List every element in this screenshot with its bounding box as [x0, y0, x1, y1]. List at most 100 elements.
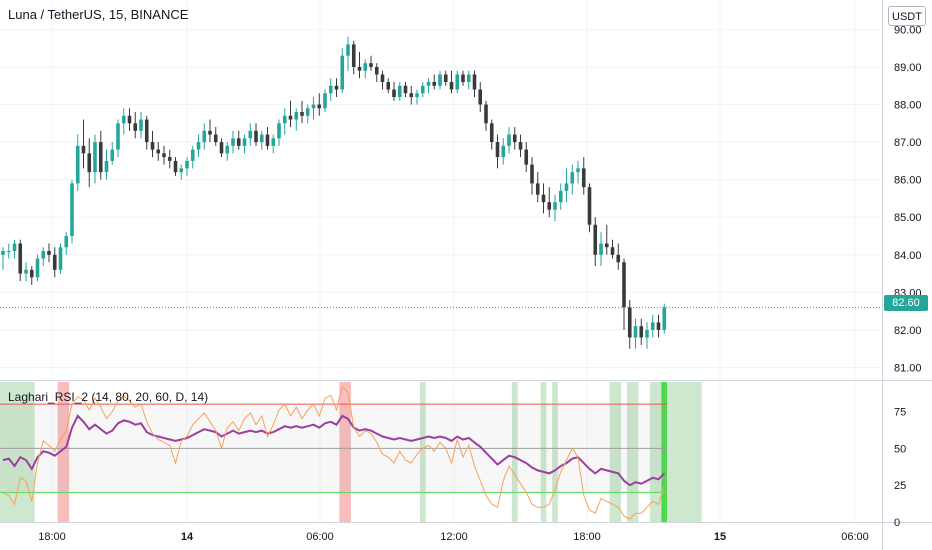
candle-body	[570, 172, 575, 184]
candle-body	[139, 119, 143, 131]
candle-body	[236, 138, 241, 146]
candle-body	[162, 153, 166, 158]
candle	[455, 70, 460, 94]
candle	[501, 138, 506, 165]
candle	[547, 187, 552, 218]
zone-layer	[0, 382, 702, 522]
candle	[323, 89, 327, 113]
candle-body	[64, 236, 69, 248]
candle-body	[438, 74, 442, 86]
candle	[190, 145, 195, 169]
candle-body	[650, 322, 655, 330]
candle-body	[593, 224, 598, 255]
candle	[225, 142, 230, 161]
candle	[196, 134, 201, 158]
candle	[311, 97, 316, 120]
candle	[587, 183, 592, 233]
candle-body	[455, 74, 460, 90]
candle-body	[127, 115, 132, 124]
candle-body	[259, 134, 264, 143]
indicator-zone	[667, 382, 702, 522]
candle-body	[265, 134, 270, 146]
candle-body	[380, 74, 385, 82]
candle-body	[110, 149, 115, 161]
candle-body	[294, 112, 299, 120]
candle	[236, 130, 241, 150]
indicator-zone	[626, 382, 639, 522]
candle	[426, 78, 431, 94]
candle-body	[397, 85, 402, 98]
indicator-zone	[57, 382, 70, 522]
candle	[599, 232, 603, 267]
candle	[104, 149, 109, 180]
candle-body	[518, 142, 523, 150]
candle-body	[409, 93, 414, 98]
candle-body	[633, 326, 638, 338]
price-tick-label: 81.00	[894, 362, 922, 374]
candle-body	[535, 183, 540, 195]
candle-body	[610, 247, 615, 255]
candle	[12, 239, 17, 259]
last-price-badge: 82.60	[884, 295, 928, 311]
candle-body	[472, 74, 477, 90]
time-tick-label: 18:00	[38, 531, 66, 543]
candle	[242, 134, 247, 154]
candle	[282, 108, 287, 135]
candle-body	[98, 142, 103, 173]
candle-body	[363, 63, 368, 71]
grid-layer	[0, 0, 882, 522]
candle	[70, 179, 74, 244]
candle-body	[403, 85, 408, 94]
candle	[167, 149, 172, 169]
candle	[277, 119, 281, 146]
candle	[438, 70, 442, 90]
candle	[472, 70, 477, 98]
price-tick-label: 85.00	[894, 212, 922, 224]
candle-body	[52, 254, 57, 270]
indicator-zone	[0, 382, 35, 522]
candle-body	[524, 149, 529, 165]
candle	[144, 115, 149, 150]
candle-body	[323, 93, 327, 109]
candle	[317, 93, 322, 116]
candle	[121, 108, 126, 135]
candle-body	[501, 145, 506, 158]
candle	[662, 303, 667, 334]
candle	[52, 247, 57, 278]
candle	[87, 138, 92, 188]
candle	[564, 168, 569, 203]
indicator-tick-label: 75	[894, 406, 906, 418]
indicator-zone	[661, 382, 668, 522]
currency-button[interactable]: USDT	[888, 6, 926, 26]
indicator-zone	[609, 382, 622, 522]
candle	[294, 108, 299, 131]
candle	[1, 247, 5, 270]
candle	[271, 134, 276, 154]
candle	[576, 160, 580, 184]
candle	[553, 194, 557, 221]
price-tick-label: 88.00	[894, 100, 922, 112]
candle	[213, 127, 218, 146]
indicator-zone	[649, 382, 662, 522]
candle-body	[392, 89, 396, 98]
candle	[340, 48, 345, 94]
stoch-line	[2, 385, 665, 520]
candle-body	[328, 85, 333, 94]
candle-body	[144, 119, 149, 143]
candle-body	[75, 145, 80, 184]
candle-body	[639, 326, 644, 338]
candle	[231, 130, 235, 154]
candle-body	[87, 153, 92, 173]
candle	[386, 78, 391, 94]
candle	[35, 254, 40, 282]
candle	[397, 81, 402, 101]
candle-body	[386, 81, 391, 90]
candle	[351, 40, 356, 75]
candle	[443, 70, 448, 86]
candles-layer	[1, 36, 667, 349]
indicator-zone	[511, 382, 518, 522]
candle	[374, 63, 379, 82]
candle-body	[581, 168, 586, 188]
candle	[610, 239, 615, 259]
